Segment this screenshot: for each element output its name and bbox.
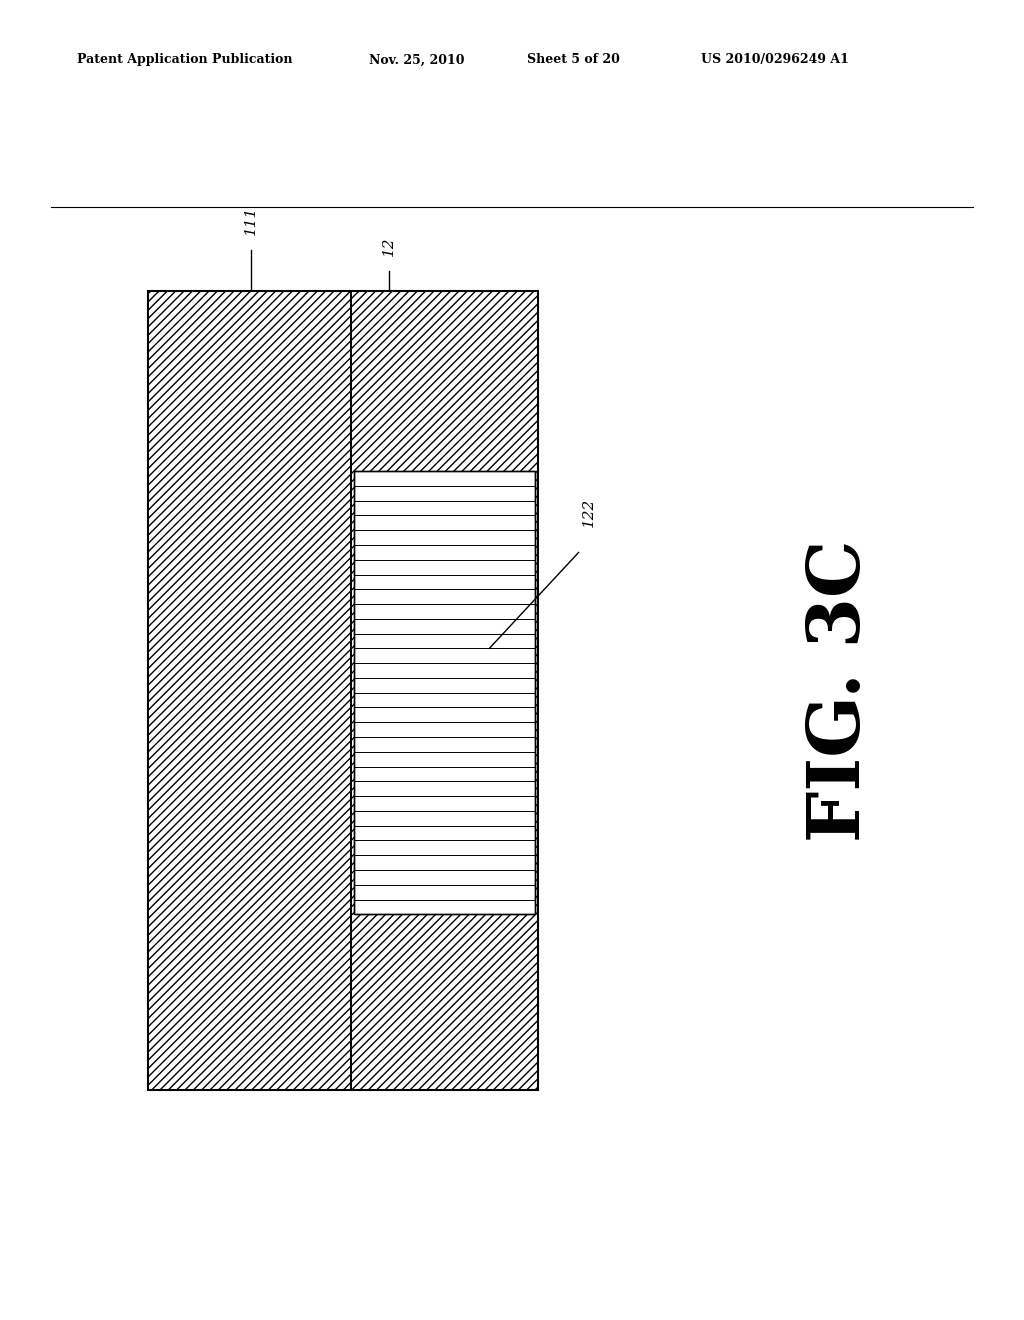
Bar [351,292,538,1090]
Text: Patent Application Publication: Patent Application Publication [77,53,292,66]
Bar [148,292,538,1090]
Bar [354,471,535,915]
Text: Nov. 25, 2010: Nov. 25, 2010 [369,53,464,66]
Text: Sheet 5 of 20: Sheet 5 of 20 [527,53,621,66]
Text: 122: 122 [582,498,596,527]
Text: US 2010/0296249 A1: US 2010/0296249 A1 [701,53,849,66]
Bar [148,292,351,1090]
Text: 111: 111 [244,206,258,235]
Bar [354,471,535,915]
Text: FIG. 3C: FIG. 3C [804,540,876,842]
Text: 12: 12 [382,236,396,256]
